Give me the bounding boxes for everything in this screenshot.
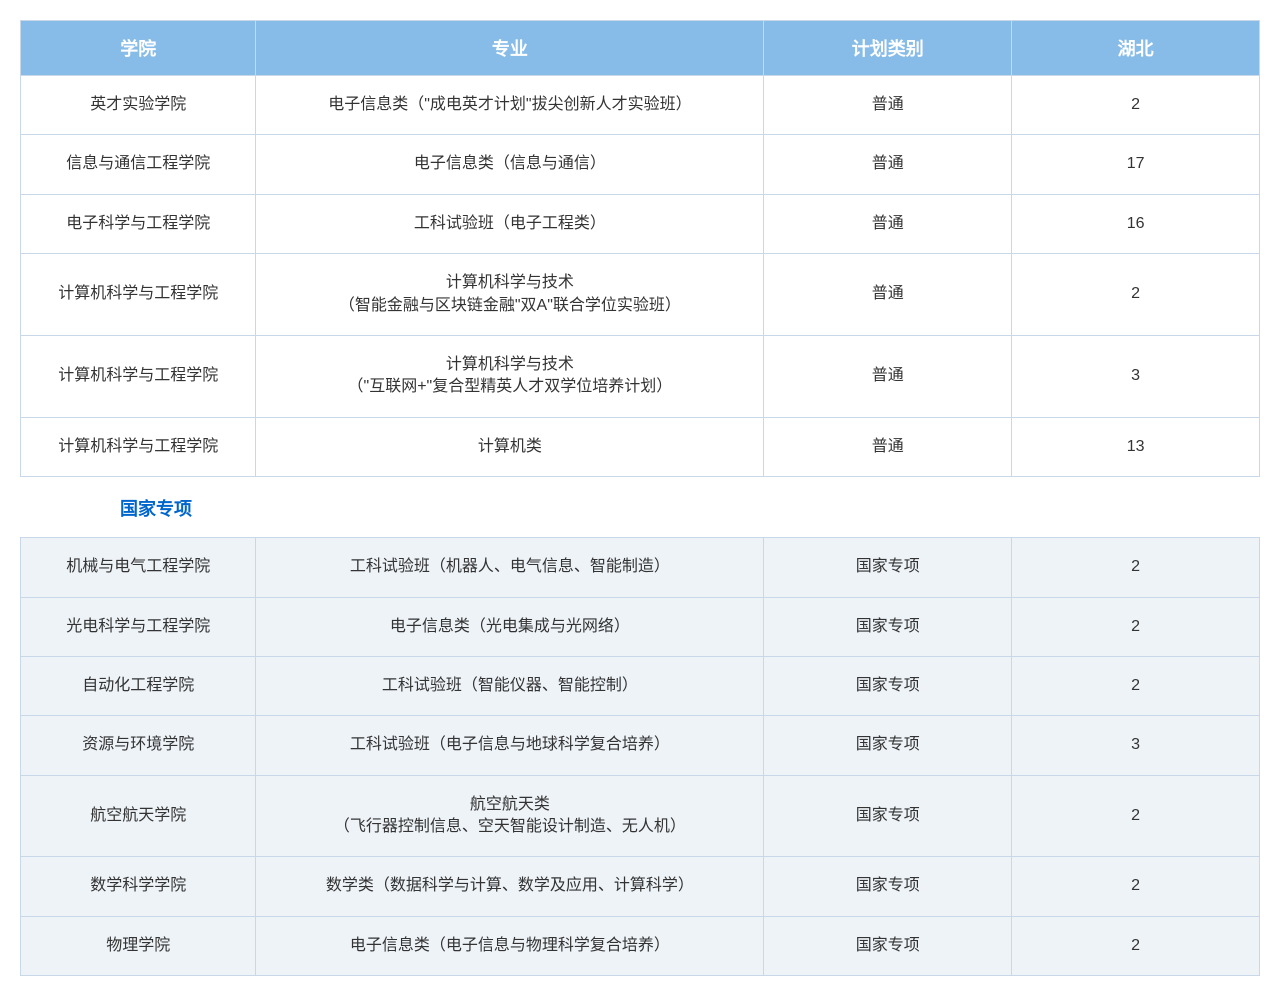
cell-major: 计算机类: [256, 417, 764, 476]
cell-major: 计算机科学与技术 （"互联网+"复合型精英人才双学位培养计划）: [256, 335, 764, 417]
header-major: 专业: [256, 21, 764, 76]
cell-category: 国家专项: [764, 716, 1012, 775]
cell-college: 计算机科学与工程学院: [21, 254, 256, 336]
cell-category: 普通: [764, 135, 1012, 194]
cell-category: 国家专项: [764, 656, 1012, 715]
table-row: 航空航天学院 航空航天类 （飞行器控制信息、空天智能设计制造、无人机） 国家专项…: [21, 775, 1260, 857]
table-regular: 学院 专业 计划类别 湖北 英才实验学院 电子信息类（"成电英才计划"拔尖创新人…: [20, 20, 1260, 477]
header-count: 湖北: [1012, 21, 1260, 76]
cell-major: 工科试验班（机器人、电气信息、智能制造）: [256, 538, 764, 597]
cell-major: 电子信息类（"成电英才计划"拔尖创新人才实验班）: [256, 76, 764, 135]
document-container: 学院 专业 计划类别 湖北 英才实验学院 电子信息类（"成电英才计划"拔尖创新人…: [20, 20, 1260, 976]
cell-major: 电子信息类（电子信息与物理科学复合培养）: [256, 916, 764, 975]
cell-count: 2: [1012, 538, 1260, 597]
header-category: 计划类别: [764, 21, 1012, 76]
table-row: 机械与电气工程学院 工科试验班（机器人、电气信息、智能制造） 国家专项 2: [21, 538, 1260, 597]
cell-count: 2: [1012, 254, 1260, 336]
table-row: 物理学院 电子信息类（电子信息与物理科学复合培养） 国家专项 2: [21, 916, 1260, 975]
cell-college: 物理学院: [21, 916, 256, 975]
header-college: 学院: [21, 21, 256, 76]
cell-college: 英才实验学院: [21, 76, 256, 135]
cell-category: 国家专项: [764, 538, 1012, 597]
cell-major: 工科试验班（电子工程类）: [256, 194, 764, 253]
cell-college: 机械与电气工程学院: [21, 538, 256, 597]
cell-count: 13: [1012, 417, 1260, 476]
cell-major: 计算机科学与技术 （智能金融与区块链金融"双A"联合学位实验班）: [256, 254, 764, 336]
table-row: 英才实验学院 电子信息类（"成电英才计划"拔尖创新人才实验班） 普通 2: [21, 76, 1260, 135]
cell-college: 资源与环境学院: [21, 716, 256, 775]
table-national-special: 机械与电气工程学院 工科试验班（机器人、电气信息、智能制造） 国家专项 2 光电…: [20, 537, 1260, 976]
cell-count: 2: [1012, 76, 1260, 135]
cell-major: 电子信息类（信息与通信）: [256, 135, 764, 194]
cell-college: 计算机科学与工程学院: [21, 335, 256, 417]
cell-count: 3: [1012, 716, 1260, 775]
cell-category: 国家专项: [764, 597, 1012, 656]
cell-count: 2: [1012, 775, 1260, 857]
table-row: 资源与环境学院 工科试验班（电子信息与地球科学复合培养） 国家专项 3: [21, 716, 1260, 775]
cell-college: 数学科学学院: [21, 857, 256, 916]
cell-category: 普通: [764, 417, 1012, 476]
table-row: 电子科学与工程学院 工科试验班（电子工程类） 普通 16: [21, 194, 1260, 253]
cell-college: 计算机科学与工程学院: [21, 417, 256, 476]
cell-college: 信息与通信工程学院: [21, 135, 256, 194]
cell-count: 2: [1012, 656, 1260, 715]
cell-count: 3: [1012, 335, 1260, 417]
cell-count: 2: [1012, 857, 1260, 916]
cell-college: 光电科学与工程学院: [21, 597, 256, 656]
table-row: 计算机科学与工程学院 计算机类 普通 13: [21, 417, 1260, 476]
cell-count: 2: [1012, 597, 1260, 656]
cell-major: 工科试验班（电子信息与地球科学复合培养）: [256, 716, 764, 775]
cell-count: 16: [1012, 194, 1260, 253]
cell-category: 国家专项: [764, 857, 1012, 916]
table-header-row: 学院 专业 计划类别 湖北: [21, 21, 1260, 76]
table-row: 信息与通信工程学院 电子信息类（信息与通信） 普通 17: [21, 135, 1260, 194]
cell-major: 工科试验班（智能仪器、智能控制）: [256, 656, 764, 715]
cell-college: 电子科学与工程学院: [21, 194, 256, 253]
cell-major: 航空航天类 （飞行器控制信息、空天智能设计制造、无人机）: [256, 775, 764, 857]
cell-category: 普通: [764, 76, 1012, 135]
table-row: 数学科学学院 数学类（数据科学与计算、数学及应用、计算科学） 国家专项 2: [21, 857, 1260, 916]
cell-category: 国家专项: [764, 775, 1012, 857]
cell-category: 普通: [764, 194, 1012, 253]
table-row: 计算机科学与工程学院 计算机科学与技术 （"互联网+"复合型精英人才双学位培养计…: [21, 335, 1260, 417]
section-title: 国家专项: [20, 477, 1260, 537]
table-row: 光电科学与工程学院 电子信息类（光电集成与光网络） 国家专项 2: [21, 597, 1260, 656]
cell-college: 自动化工程学院: [21, 656, 256, 715]
cell-category: 普通: [764, 254, 1012, 336]
cell-count: 2: [1012, 916, 1260, 975]
table-row: 自动化工程学院 工科试验班（智能仪器、智能控制） 国家专项 2: [21, 656, 1260, 715]
cell-category: 国家专项: [764, 916, 1012, 975]
cell-count: 17: [1012, 135, 1260, 194]
cell-major: 电子信息类（光电集成与光网络）: [256, 597, 764, 656]
cell-college: 航空航天学院: [21, 775, 256, 857]
table-row: 计算机科学与工程学院 计算机科学与技术 （智能金融与区块链金融"双A"联合学位实…: [21, 254, 1260, 336]
cell-major: 数学类（数据科学与计算、数学及应用、计算科学）: [256, 857, 764, 916]
cell-category: 普通: [764, 335, 1012, 417]
